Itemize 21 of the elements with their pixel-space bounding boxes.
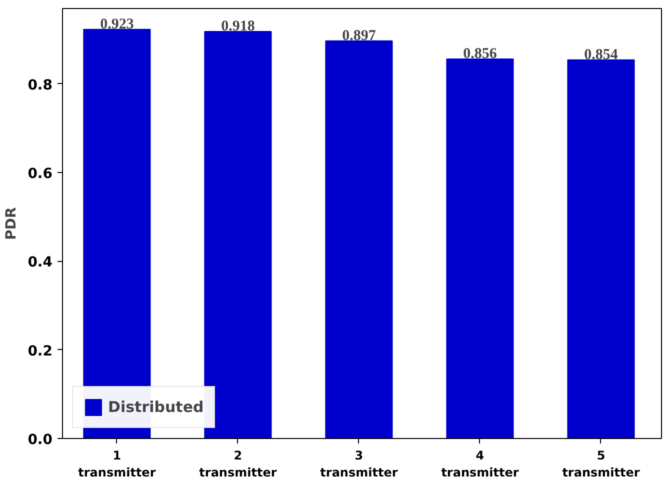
text: 0.4 bbox=[28, 254, 53, 271]
legend-label: Distributed bbox=[108, 398, 204, 416]
bar bbox=[446, 58, 514, 438]
data-label: 0.856 bbox=[463, 46, 498, 62]
bar bbox=[325, 40, 393, 438]
text: 0.0 bbox=[28, 432, 53, 448]
x-tick-label: 4 transmitter bbox=[441, 448, 519, 480]
text: 0.6 bbox=[28, 166, 53, 182]
x-tick-label: 2 transmitter bbox=[199, 448, 277, 480]
data-label: 0.918 bbox=[221, 18, 255, 35]
bar bbox=[567, 59, 635, 438]
data-label: 0.897 bbox=[342, 28, 376, 44]
x-tick-label: 1 transmitter bbox=[78, 448, 156, 480]
y-axis-title: PDR bbox=[4, 206, 20, 240]
data-label: 0.923 bbox=[100, 16, 134, 32]
bar bbox=[204, 31, 272, 438]
text: 0.8 bbox=[28, 77, 53, 94]
data-label: 0.854 bbox=[584, 46, 618, 63]
text: 0.2 bbox=[28, 343, 53, 360]
x-tick-label: 3 transmitter bbox=[320, 448, 398, 480]
x-tick-label: 5 transmitter bbox=[562, 448, 640, 480]
